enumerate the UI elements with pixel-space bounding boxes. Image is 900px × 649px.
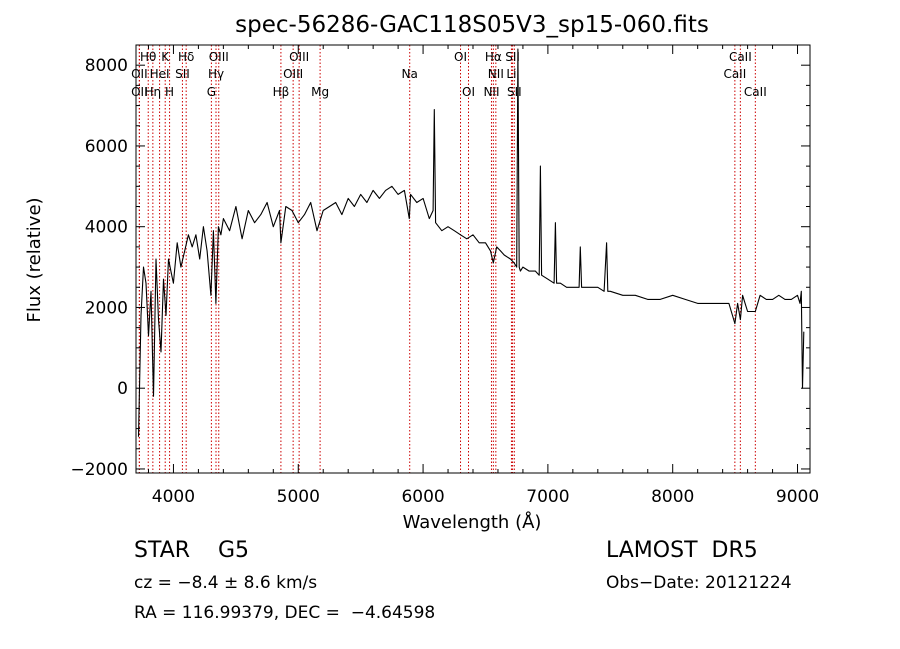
y-tick-label: 0 (117, 379, 128, 399)
marker-label: Hγ (208, 67, 224, 81)
sky-coordinates: RA = 116.99379, DEC = −4.64598 (134, 603, 436, 623)
marker-label: G (207, 85, 216, 99)
y-tick-label: −2000 (70, 460, 128, 480)
x-tick-label: 5000 (277, 487, 320, 507)
x-tick-label: 8000 (651, 487, 694, 507)
plot-frame (135, 44, 811, 474)
y-axis-label: Flux (relative) (24, 197, 45, 322)
marker-label: Hη (145, 85, 162, 99)
marker-label: OII (131, 67, 148, 81)
survey-name: LAMOST DR5 (606, 538, 758, 563)
marker-label: OIII (209, 50, 229, 64)
marker-label: Hβ (273, 85, 290, 99)
marker-label: OI (462, 85, 475, 99)
marker-label: NII (483, 85, 499, 99)
marker-label: HeI (150, 67, 170, 81)
marker-label: CaII (744, 85, 767, 99)
marker-label: NII (488, 67, 504, 81)
chart-title: spec-56286-GAC118S05V3_sp15-060.fits (235, 12, 709, 38)
marker-label: Hα (485, 50, 502, 64)
marker-label: Mg (311, 85, 329, 99)
y-tick-label: 2000 (85, 298, 128, 318)
marker-label: H (165, 85, 174, 99)
x-tick-label: 4000 (152, 487, 195, 507)
marker-label: OI (454, 50, 467, 64)
x-tick-label: 7000 (526, 487, 569, 507)
y-tick-label: 4000 (85, 218, 128, 238)
marker-label: Hθ (140, 50, 156, 64)
marker-label: Hδ (178, 50, 194, 64)
observation-date: Obs−Date: 20121224 (606, 573, 792, 593)
marker-label: SII (175, 67, 190, 81)
radial-velocity: cz = −8.4 ± 8.6 km/s (134, 573, 318, 593)
x-tick-label: 6000 (401, 487, 444, 507)
x-tick-label: 9000 (776, 487, 819, 507)
marker-label: SII (507, 85, 522, 99)
y-tick-label: 8000 (85, 56, 128, 76)
marker-label: OIII (289, 50, 309, 64)
y-axis: −2000 0 2000 4000 6000 8000 (70, 56, 810, 480)
marker-label: SII (505, 50, 520, 64)
x-axis-label: Wavelength (Å) (403, 511, 542, 533)
marker-label: Na (402, 67, 418, 81)
marker-label: CaII (729, 50, 752, 64)
x-axis: 4000 5000 6000 7000 8000 9000 (147, 45, 819, 507)
star-classification: STAR G5 (134, 538, 250, 563)
marker-label: K (161, 50, 170, 64)
spectrum-line (137, 48, 805, 437)
marker-label: OII (131, 85, 148, 99)
marker-label: OIII (283, 67, 303, 81)
y-tick-label: 6000 (85, 137, 128, 157)
line-markers (138, 45, 756, 473)
marker-label: CaII (723, 67, 746, 81)
marker-label: Li (506, 67, 516, 81)
